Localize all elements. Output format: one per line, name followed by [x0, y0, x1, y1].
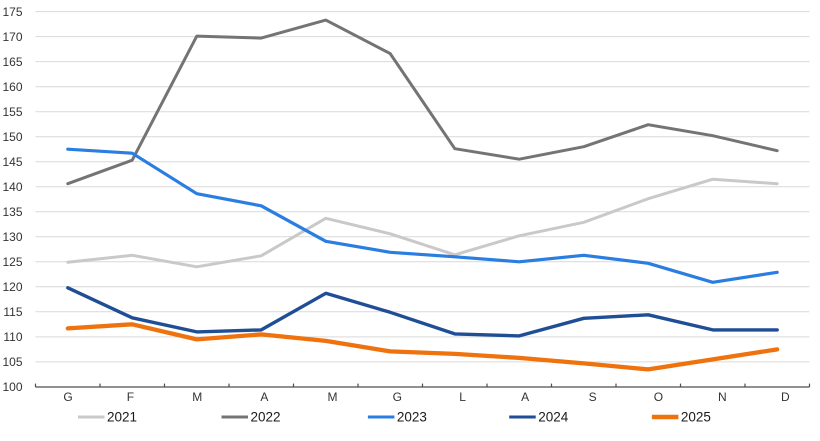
svg-text:130: 130	[2, 230, 22, 244]
svg-text:N: N	[718, 390, 727, 404]
svg-text:125: 125	[2, 255, 22, 269]
svg-text:2022: 2022	[251, 410, 281, 425]
svg-text:A: A	[521, 390, 529, 404]
svg-text:150: 150	[2, 130, 22, 144]
svg-text:140: 140	[2, 180, 22, 194]
svg-text:G: G	[393, 390, 402, 404]
svg-text:L: L	[459, 390, 466, 404]
svg-text:M: M	[192, 390, 202, 404]
svg-text:175: 175	[2, 5, 22, 19]
svg-text:170: 170	[2, 30, 22, 44]
svg-text:165: 165	[2, 55, 22, 69]
svg-text:2025: 2025	[681, 410, 711, 425]
svg-text:2024: 2024	[538, 410, 569, 425]
svg-text:A: A	[260, 390, 268, 404]
svg-text:160: 160	[2, 80, 22, 94]
svg-text:105: 105	[2, 355, 22, 369]
svg-text:2021: 2021	[107, 410, 137, 425]
svg-text:115: 115	[3, 305, 22, 319]
svg-text:145: 145	[2, 155, 22, 169]
svg-text:F: F	[127, 390, 134, 404]
svg-text:135: 135	[2, 205, 22, 219]
svg-text:120: 120	[2, 280, 22, 294]
svg-text:2023: 2023	[397, 410, 427, 425]
svg-text:155: 155	[2, 105, 22, 119]
svg-text:110: 110	[3, 330, 22, 344]
svg-text:100: 100	[2, 380, 22, 394]
svg-text:D: D	[781, 390, 790, 404]
svg-text:G: G	[63, 390, 72, 404]
svg-text:O: O	[654, 390, 663, 404]
svg-text:S: S	[589, 390, 597, 404]
svg-text:M: M	[328, 390, 338, 404]
